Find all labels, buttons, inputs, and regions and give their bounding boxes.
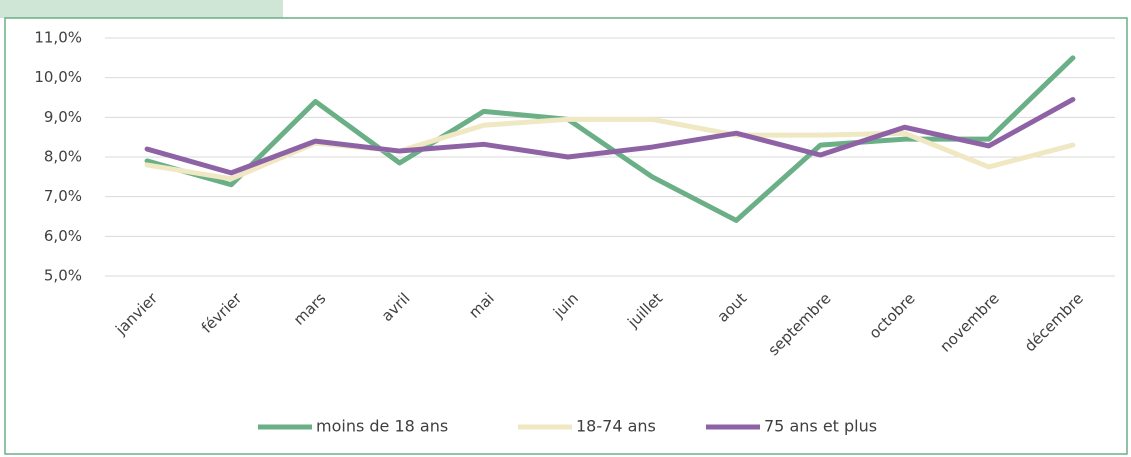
y-tick-label: 6,0%	[44, 227, 82, 245]
x-tick-label: septembre	[765, 289, 835, 359]
x-tick-label: février	[198, 289, 246, 337]
y-tick-label: 11,0%	[34, 29, 82, 47]
frame	[4, 17, 1128, 455]
x-tick-label: janvier	[111, 289, 161, 339]
legend-label: 75 ans et plus	[764, 417, 877, 436]
x-tick-label: mai	[465, 289, 498, 322]
x-tick-label: juin	[549, 289, 582, 322]
y-tick-label: 9,0%	[44, 108, 82, 126]
y-tick-label: 10,0%	[34, 68, 82, 86]
y-tick-label: 8,0%	[44, 148, 82, 166]
x-tick-label: octobre	[866, 289, 919, 342]
line-series	[144, 96, 1076, 176]
x-tick-label: novembre	[936, 289, 1002, 355]
x-tick-label: mars	[290, 289, 330, 329]
y-tick-label: 5,0%	[44, 267, 82, 285]
legend-label: moins de 18 ans	[316, 417, 448, 436]
y-tick-label: 7,0%	[44, 187, 82, 205]
header-band	[0, 0, 283, 18]
x-tick-label: juillet	[623, 289, 666, 332]
x-tick-label: avril	[378, 289, 414, 325]
x-tick-label: aout	[714, 289, 751, 326]
legend-label: 18-74 ans	[576, 417, 656, 436]
x-tick-label: décembre	[1021, 289, 1087, 355]
line-series	[144, 55, 1076, 223]
